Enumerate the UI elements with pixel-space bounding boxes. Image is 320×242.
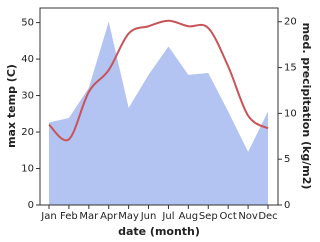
- x-tick-label: Dec: [258, 211, 277, 222]
- x-tick-label: Jul: [161, 211, 174, 222]
- x-tick-label: Jun: [140, 211, 157, 222]
- y-tick-label: 50: [21, 18, 34, 29]
- x-tick-label: Mar: [79, 211, 99, 222]
- precip-area: [49, 21, 268, 205]
- x-tick-label: Aug: [179, 211, 199, 222]
- y-tick-label: 40: [21, 54, 34, 65]
- temp-line: [48, 19, 269, 142]
- plot-frame: [39, 7, 279, 206]
- y2-tick-label: 15: [284, 63, 297, 74]
- x-tick-label: May: [118, 211, 139, 222]
- y-tick-label: 20: [21, 127, 34, 138]
- y2-tick-label: 0: [284, 200, 290, 211]
- x-tick-label: Jan: [40, 211, 56, 222]
- y2-axis-label: med. precipitation (kg/m2): [300, 23, 313, 190]
- y2-tick-label: 10: [284, 108, 297, 119]
- x-tick-label: Sep: [199, 211, 218, 222]
- y-tick-label: 0: [28, 200, 34, 211]
- x-tick-label: Feb: [60, 211, 78, 222]
- x-axis-label: date (month): [118, 225, 200, 238]
- y2-tick-label: 5: [284, 154, 290, 165]
- y-tick-label: 10: [21, 164, 34, 175]
- y-axis-label: max temp (C): [5, 64, 18, 148]
- x-tick-label: Nov: [238, 211, 258, 222]
- x-tick-label: Apr: [100, 211, 118, 222]
- y-tick-label: 30: [21, 91, 34, 102]
- y2-tick-label: 20: [284, 17, 297, 28]
- x-tick-label: Oct: [220, 211, 237, 222]
